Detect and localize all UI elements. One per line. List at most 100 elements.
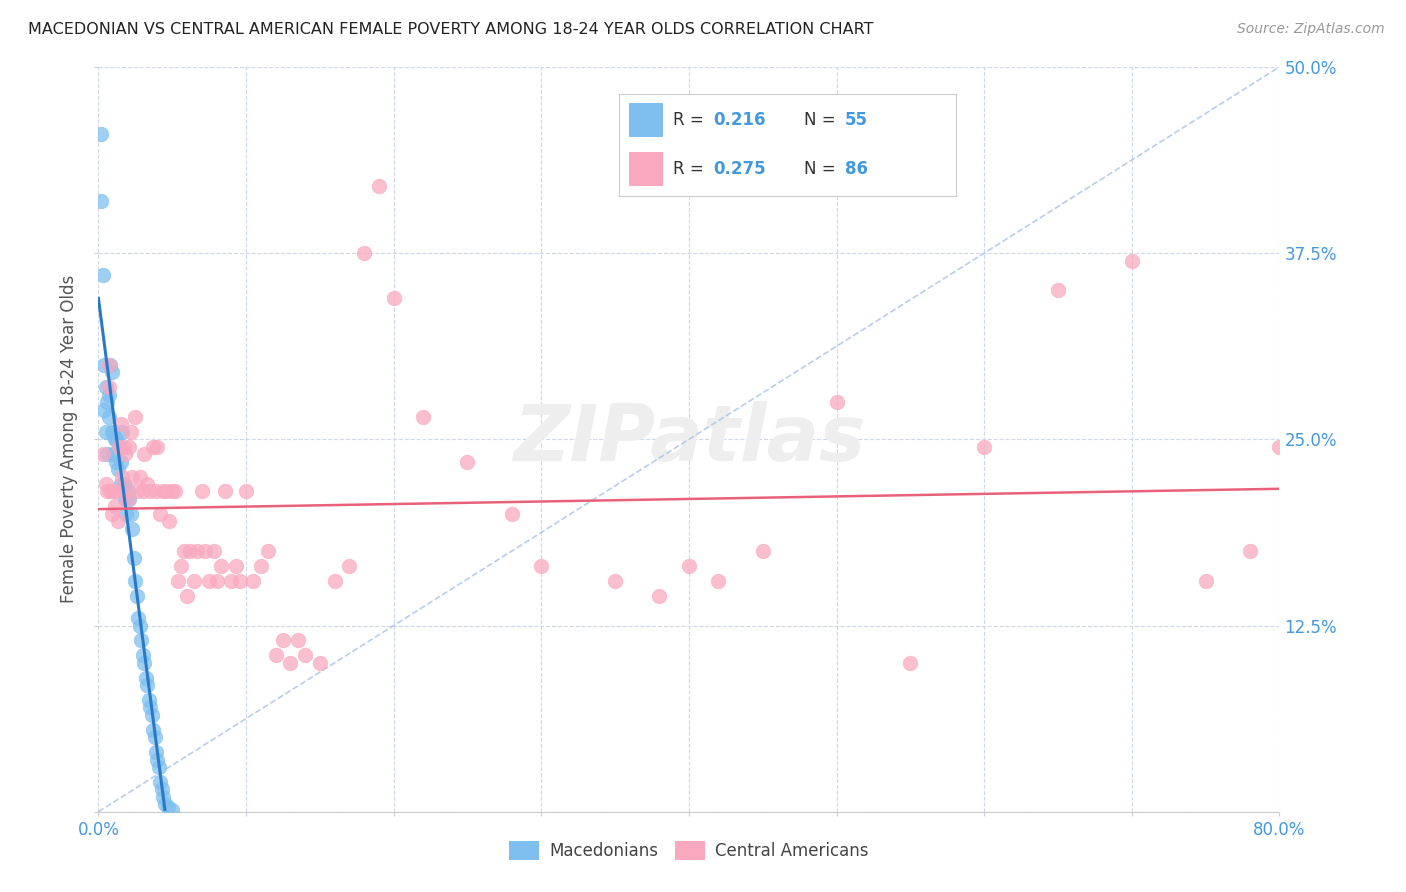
Point <box>1121 253 1143 268</box>
Point <box>229 574 252 588</box>
Point <box>136 678 159 692</box>
Point <box>91 447 114 461</box>
Point <box>138 693 160 707</box>
Point <box>146 753 169 767</box>
Point <box>309 656 332 670</box>
Point <box>118 491 141 506</box>
Bar <box>628 153 662 186</box>
Point <box>94 477 117 491</box>
Point <box>124 409 146 424</box>
Point <box>257 544 280 558</box>
Point <box>146 440 169 454</box>
Point <box>242 574 264 588</box>
Point <box>107 462 129 476</box>
Point <box>457 455 479 469</box>
Point <box>1195 574 1218 588</box>
Point <box>162 484 183 499</box>
Point <box>110 455 132 469</box>
Text: MACEDONIAN VS CENTRAL AMERICAN FEMALE POVERTY AMONG 18-24 YEAR OLDS CORRELATION : MACEDONIAN VS CENTRAL AMERICAN FEMALE PO… <box>28 22 873 37</box>
Point <box>108 440 131 454</box>
Text: 55: 55 <box>845 111 868 128</box>
Legend: Macedonians, Central Americans: Macedonians, Central Americans <box>503 834 875 867</box>
Point <box>155 484 177 499</box>
Point <box>382 291 405 305</box>
Point <box>114 447 136 461</box>
Point <box>152 484 174 499</box>
Point <box>900 656 922 670</box>
Point <box>205 574 228 588</box>
Point <box>97 380 120 394</box>
Point <box>148 760 170 774</box>
Text: R =: R = <box>672 160 709 178</box>
Point <box>104 433 127 447</box>
Point <box>103 447 125 461</box>
Point <box>142 440 165 454</box>
Point <box>105 433 128 447</box>
Point <box>127 611 149 625</box>
Point <box>191 484 214 499</box>
Point <box>167 574 190 588</box>
Point <box>678 558 700 573</box>
Point <box>96 447 118 461</box>
Point <box>225 558 247 573</box>
Point <box>128 618 150 632</box>
Point <box>114 491 136 506</box>
Point <box>280 656 302 670</box>
Point <box>153 797 176 812</box>
Point <box>115 484 138 499</box>
Point <box>94 425 117 439</box>
Point <box>105 484 128 499</box>
Point <box>111 469 134 483</box>
Point <box>98 358 121 372</box>
Text: N =: N = <box>804 111 841 128</box>
Point <box>605 574 627 588</box>
Point <box>100 425 122 439</box>
Point <box>530 558 553 573</box>
Point <box>100 507 122 521</box>
Point <box>156 800 179 814</box>
Point <box>648 589 671 603</box>
Point <box>339 558 361 573</box>
Point <box>135 671 157 685</box>
Point <box>183 574 205 588</box>
Point <box>1268 440 1291 454</box>
Point <box>1046 284 1070 298</box>
Point <box>157 514 180 528</box>
Point <box>103 484 125 499</box>
Point <box>752 544 775 558</box>
Point <box>176 589 198 603</box>
Point <box>117 484 139 499</box>
Point <box>294 648 316 663</box>
Point <box>128 469 150 483</box>
Point <box>108 440 131 454</box>
Point <box>105 455 128 469</box>
Point <box>93 358 115 372</box>
Point <box>103 425 125 439</box>
Point <box>110 477 132 491</box>
Point <box>90 127 112 141</box>
Point <box>214 484 236 499</box>
Point <box>1239 544 1261 558</box>
Point <box>368 179 391 194</box>
Point <box>209 558 232 573</box>
Point <box>501 507 523 521</box>
Point <box>165 484 187 499</box>
Point <box>91 268 114 283</box>
Point <box>120 425 142 439</box>
Point <box>97 358 120 372</box>
Point <box>96 484 118 499</box>
Point <box>973 440 995 454</box>
Point <box>136 477 159 491</box>
Point <box>179 544 201 558</box>
Point <box>173 544 195 558</box>
Point <box>141 707 163 722</box>
Point <box>323 574 346 588</box>
Point <box>707 574 730 588</box>
Point <box>98 484 121 499</box>
Point <box>202 544 225 558</box>
Point <box>170 558 193 573</box>
Point <box>125 589 148 603</box>
Point <box>221 574 243 588</box>
Point <box>124 574 146 588</box>
Point <box>112 440 135 454</box>
